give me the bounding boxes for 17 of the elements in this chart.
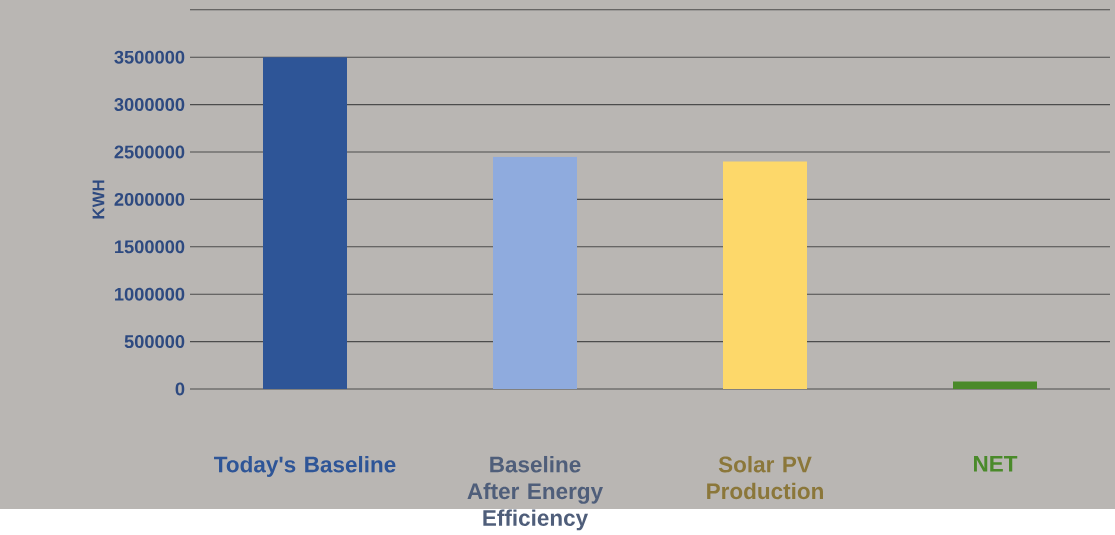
bar	[263, 57, 347, 389]
bar	[493, 156, 577, 389]
y-tick-label: 2000000	[114, 192, 185, 206]
bar	[953, 381, 1038, 389]
bar	[723, 161, 807, 389]
x-tick-label: Today's Baseline	[214, 455, 396, 477]
y-tick-label: 1000000	[115, 287, 185, 301]
x-tick-label: NET	[974, 455, 1018, 472]
y-tick-label: 3000000	[114, 98, 185, 112]
y-tick-label: 1500000	[115, 240, 185, 254]
x-tick-label: Solar PV Production	[707, 455, 823, 500]
y-axis-title: KWH	[92, 180, 105, 219]
y-tick-label: 2500000	[114, 145, 185, 159]
y-tick-label: 500000	[124, 335, 185, 349]
x-tick-label: Baseline After Energy Efficiency	[467, 455, 603, 531]
y-tick-label: 0	[175, 382, 185, 396]
y-tick-label: 3500000	[114, 50, 185, 64]
